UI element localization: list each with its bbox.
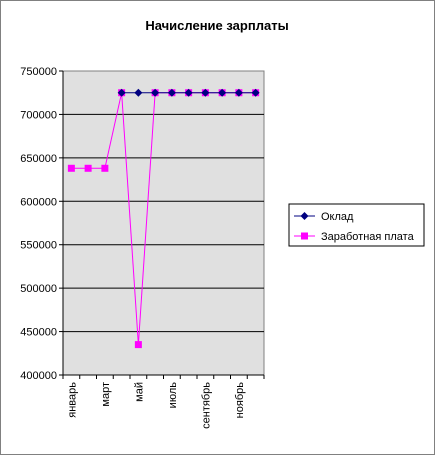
x-tick-label: январь <box>66 382 78 418</box>
data-point-marker <box>84 164 92 172</box>
y-axis: 400000 450000 500000 550000 600000 650000 7000… <box>20 66 64 382</box>
y-tick-label: 750000 <box>20 66 57 78</box>
data-point-marker <box>184 88 193 97</box>
chart-title: Начисление зарплаты <box>145 18 288 33</box>
y-tick-label: 550000 <box>20 240 57 252</box>
x-tick-label: июль <box>167 382 179 409</box>
data-point-marker <box>234 88 243 97</box>
legend-box <box>288 203 425 247</box>
y-tick-label: 600000 <box>20 196 57 208</box>
x-axis: январь март май июль сентябрь ноябрь <box>62 374 265 429</box>
legend: Оклад Заработная плата <box>288 203 425 247</box>
data-point-marker <box>201 88 210 97</box>
data-point-marker <box>151 88 160 97</box>
legend-marker <box>300 212 309 220</box>
x-tick-label: сентябрь <box>200 382 212 429</box>
legend-label: Оклад <box>321 211 354 223</box>
series-line-segment <box>104 92 123 169</box>
series-line-segment <box>121 92 139 345</box>
x-tick-label: май <box>133 382 145 402</box>
y-tick-label: 650000 <box>20 153 57 165</box>
data-point-marker <box>117 88 126 97</box>
legend-label: Заработная плата <box>321 231 415 243</box>
legend-marker <box>301 232 308 240</box>
y-tick-label: 400000 <box>20 370 57 382</box>
y-tick-label: 450000 <box>20 327 57 339</box>
data-point-marker <box>218 88 227 97</box>
data-point-marker <box>101 164 109 172</box>
data-point-marker <box>134 88 143 97</box>
data-point-marker <box>67 164 75 172</box>
gridlines <box>63 113 264 333</box>
data-point-marker <box>134 341 142 349</box>
data-point-marker <box>251 88 260 97</box>
series <box>67 88 260 349</box>
x-tick-label: ноябрь <box>234 382 246 419</box>
x-tick-label: март <box>100 382 112 407</box>
series-line-segment <box>137 92 156 345</box>
plot-area <box>62 70 265 376</box>
y-tick-label: 700000 <box>20 109 57 121</box>
y-tick-label: 500000 <box>20 283 57 295</box>
data-point-marker <box>167 88 176 97</box>
